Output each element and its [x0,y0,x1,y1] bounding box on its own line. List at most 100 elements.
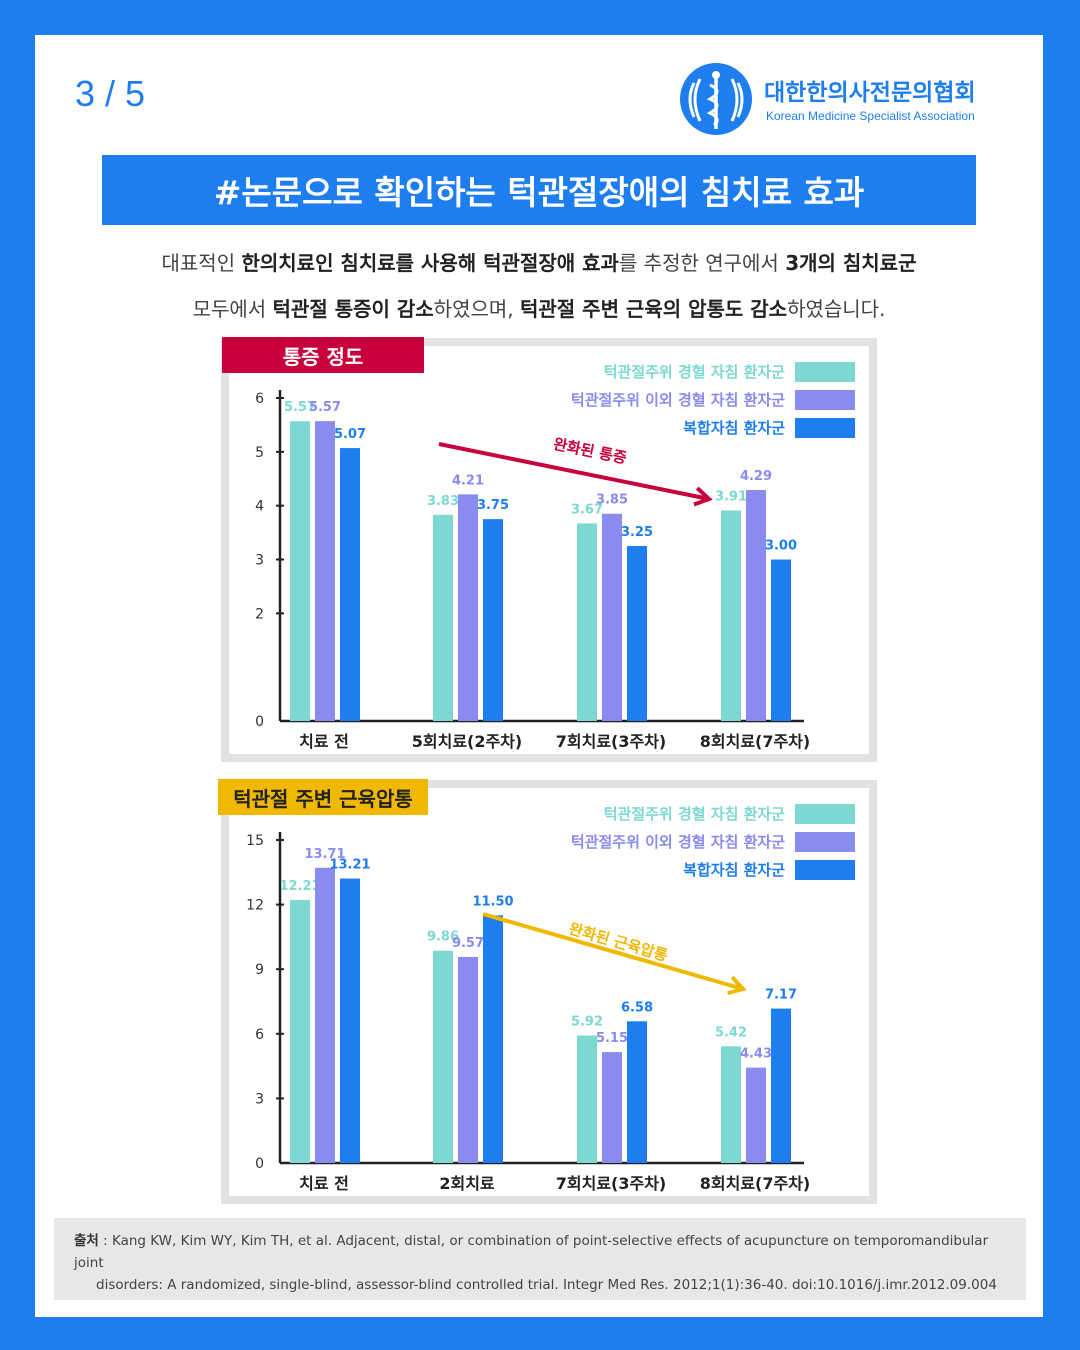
trend-arrow [482,912,744,991]
data-label: 3.91 [715,490,747,505]
legend-label: 턱관절주위 경혈 자침 환자군 [604,363,785,381]
data-label: 3.75 [477,498,509,513]
source-citation: 출처 : Kang KW, Kim WY, Kim TH, et al. Adj… [54,1218,1026,1300]
x-tick-label: 8회치료(7주차) [700,1174,811,1193]
data-label: 3.85 [596,493,628,508]
data-label: 5.42 [715,1025,747,1040]
tenderness-chart-area: 0 3 6 9 12 15 치료 전 2회치료 7회치료(3주차) 8회치료(7주차) 12.21 9… [229,788,869,1196]
legend-label: 턱관절주위 경혈 자침 환자군 [604,805,785,823]
intro-segment: 턱관절 주변 근육의 압통도 감소 [520,297,788,321]
data-label: 6.58 [621,1000,653,1015]
bar [433,514,453,721]
tenderness-chart: 0 3 6 9 12 15 치료 전 2회치료 7회치료(3주차) 8회치료(7주차) 12.21 9… [221,780,877,1204]
bar [602,513,622,721]
intro-segment: 3개의 침치료군 [785,251,917,275]
data-label: 7.17 [765,988,797,1003]
y-tick-label: 9 [255,962,264,978]
y-tick-label: 6 [255,391,264,407]
source-label: 출처 [74,1233,99,1249]
x-tick-label: 치료 전 [299,732,349,751]
bar [771,1008,791,1163]
trend-arrow-head [727,975,747,996]
y-tick-label: 5 [255,445,264,461]
trend-arrow-head [693,486,713,507]
y-tick-label: 0 [255,1156,264,1172]
bar [627,546,647,721]
bar [458,956,478,1163]
caduceus-icon [680,63,752,135]
y-tick-label: 12 [246,898,264,914]
data-label: 5.15 [596,1031,628,1046]
legend-label: 복합자침 환자군 [683,861,785,879]
data-label: 5.57 [284,400,316,415]
intro-segment: 한의치료인 침치료를 사용해 턱관절장애 효과 [241,251,619,275]
x-tick-label: 2회치료 [439,1174,495,1193]
y-tick-label: 4 [255,499,264,515]
legend-swatch [795,362,855,382]
trend-annotation: 완화된 통증 [552,435,629,467]
data-label: 4.21 [452,473,484,488]
bar [627,1021,647,1163]
y-tick-label: 15 [246,833,264,849]
data-label: 12.21 [279,879,320,894]
bar [458,494,478,721]
data-label: 5.07 [334,427,366,442]
pain-chart: 0 2 3 4 5 6 치료 전 5회치료(2주차) 7회치료(3주차) 8회치료(7주차) 5.5… [221,338,877,762]
x-tick-label: 8회치료(7주차) [700,732,811,751]
bar [340,448,360,721]
data-label: 4.29 [740,469,772,484]
y-tick-label: 0 [255,714,264,730]
x-tick-label: 7회치료(3주차) [556,1174,667,1193]
tenderness-chart-svg: 0 3 6 9 12 15 치료 전 2회치료 7회치료(3주차) 8회치료(7주차) 12.21 9… [246,804,855,1193]
data-label: 13.21 [329,858,370,873]
x-tick-label: 7회치료(3주차) [556,732,667,751]
bar [602,1052,622,1163]
x-tick-label: 5회치료(2주차) [412,732,523,751]
data-label: 4.43 [740,1047,772,1062]
intro-segment: 모두에서 [192,297,273,321]
page-title: #논문으로 확인하는 턱관절장애의 침치료 효과 [213,173,865,212]
tenderness-chart-title: 턱관절 주변 근육압통 [218,779,428,815]
bar [721,1046,741,1163]
source-text-2: disorders: A randomized, single-blind, a… [96,1277,997,1293]
legend-swatch [795,832,855,852]
bar [340,878,360,1163]
legend-label: 턱관절주위 이외 경혈 자침 환자군 [571,833,785,851]
bar [290,900,310,1163]
trend-arrow [438,442,710,501]
y-tick-label: 2 [255,606,264,622]
intro-segment: 대표적인 [161,251,242,275]
legend-label: 복합자침 환자군 [683,419,785,437]
intro-line-2: 모두에서 턱관절 통증이 감소하였으며, 턱관절 주변 근육의 압통도 감소하였… [55,293,1023,322]
data-label: 9.57 [452,936,484,951]
bar [577,1035,597,1163]
association-logo: 대한한의사전문의협회 Korean Medicine Specialist As… [680,63,1020,135]
logo-subtitle: Korean Medicine Specialist Association [766,109,975,123]
legend-swatch [795,860,855,880]
bar [746,490,766,721]
title-banner: #논문으로 확인하는 턱관절장애의 침치료 효과 [102,155,976,225]
x-tick-label: 치료 전 [299,1174,349,1193]
data-label: 5.57 [309,400,341,415]
bar [721,510,741,721]
data-label: 11.50 [472,894,513,909]
intro-segment: 를 추정한 연구에서 [618,251,786,275]
data-label: 3.25 [621,525,653,540]
intro-line-1: 대표적인 한의치료인 침치료를 사용해 턱관절장애 효과를 추정한 연구에서 3… [55,247,1023,276]
bar [433,950,453,1163]
legend-label: 턱관절주위 이외 경혈 자침 환자군 [571,391,785,409]
bar [290,421,310,721]
data-label: 9.86 [427,930,459,945]
bar [577,523,597,721]
intro-segment: 하였으며, [433,297,520,321]
data-label: 13.71 [304,847,345,862]
pain-chart-title: 통증 정도 [222,337,424,373]
bar [315,421,335,721]
pain-chart-area: 0 2 3 4 5 6 치료 전 5회치료(2주차) 7회치료(3주차) 8회치료(7주차) 5.5… [229,346,869,754]
legend-swatch [795,390,855,410]
logo-name: 대한한의사전문의협회 [764,80,976,106]
bar [483,519,503,721]
legend-swatch [795,804,855,824]
data-label: 3.00 [765,539,797,554]
data-label: 3.83 [427,494,459,509]
